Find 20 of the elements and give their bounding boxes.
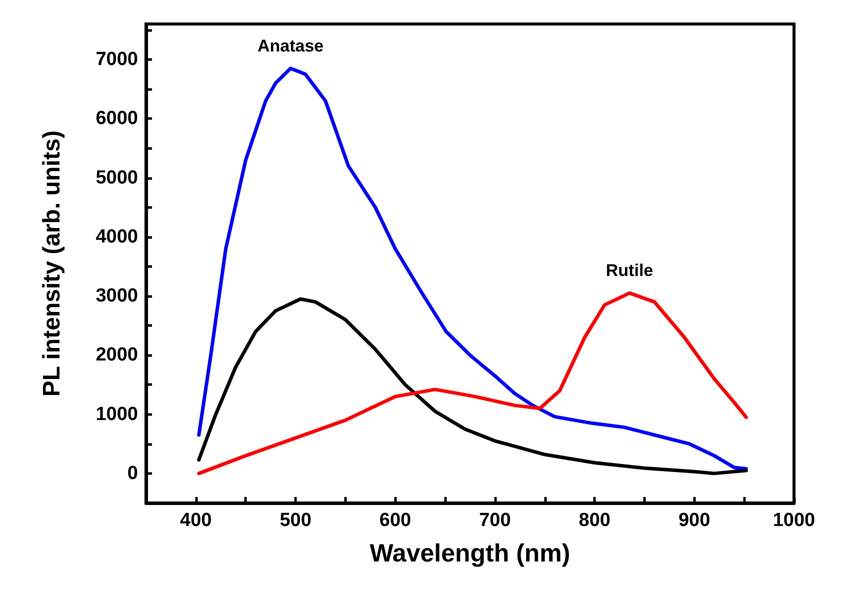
annotation: Anatase (257, 36, 324, 56)
y-tick-label: 3000 (96, 286, 138, 307)
y-tick-label: 0 (127, 462, 138, 484)
x-tick-label: 600 (379, 510, 412, 531)
x-tick-label: 800 (578, 510, 610, 531)
y-tick-label: 7000 (96, 48, 138, 70)
x-tick-label: 700 (479, 510, 511, 531)
x-tick-label: 1000 (772, 510, 816, 531)
y-tick-label: 2000 (96, 344, 138, 366)
y-tick-label: 1000 (96, 404, 138, 425)
x-axis-title: Wavelength (nm) (370, 540, 570, 568)
y-tick-label: 4000 (96, 226, 138, 248)
line-series (197, 66, 748, 470)
y-axis-title: PL intensity (arb. units) (38, 130, 66, 397)
x-tick-label: 900 (678, 510, 710, 531)
x-tick-label: 500 (280, 510, 312, 531)
x-tick-label: 400 (180, 510, 212, 531)
annotation: Rutile (606, 261, 654, 280)
y-tick-label: 5000 (96, 167, 138, 188)
y-tick-label: 6000 (96, 108, 138, 130)
